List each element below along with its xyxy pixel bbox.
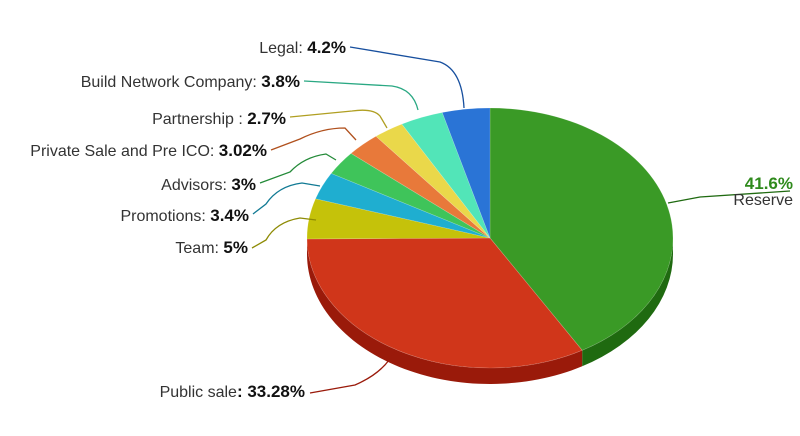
pie-slice-promotions [315, 173, 491, 239]
label-partnership: Partnership : 2.7% [152, 109, 286, 128]
pie-slice-partnership [375, 123, 491, 239]
leader-line-public-sale [309, 349, 396, 394]
leader-lines [251, 46, 791, 394]
label-public-sale: Public sale: 33.28% [160, 382, 305, 401]
label-reserve-name: Reserve [733, 192, 793, 209]
pie-slice-advisors [330, 153, 491, 239]
pie-slice-reserve [489, 107, 674, 351]
label-advisors: Advisors: 3% [161, 175, 256, 194]
leader-line-promotions [252, 182, 321, 215]
leader-line-team [251, 217, 317, 249]
pie-slice-legal [441, 107, 491, 239]
label-promotions: Promotions: 3.4% [120, 206, 249, 225]
pie-top-layer [306, 107, 674, 369]
label-build-network-company: Build Network Company: 3.8% [81, 72, 300, 91]
pie-slice-build-network-company [401, 112, 491, 239]
pie-side-reserve [582, 238, 673, 367]
leader-line-private-sale-and-pre-ico [270, 127, 357, 151]
leader-line-reserve [667, 190, 791, 204]
pie-slice-private-sale-and-pre-ico [350, 135, 491, 239]
leader-line-legal [349, 46, 465, 109]
leader-line-advisors [259, 153, 337, 184]
leader-line-partnership [289, 109, 388, 129]
leader-line-build-network-company [303, 80, 419, 111]
pie-side-public-sale [307, 238, 583, 384]
label-private-sale: Private Sale and Pre ICO: 3.02% [30, 141, 267, 160]
label-reserve-value: 41.6% [745, 174, 793, 193]
pie-side-layer [307, 238, 673, 384]
pie-slice-public-sale [306, 237, 583, 369]
label-legal: Legal: 4.2% [259, 38, 346, 57]
label-team: Team: 5% [175, 238, 248, 257]
